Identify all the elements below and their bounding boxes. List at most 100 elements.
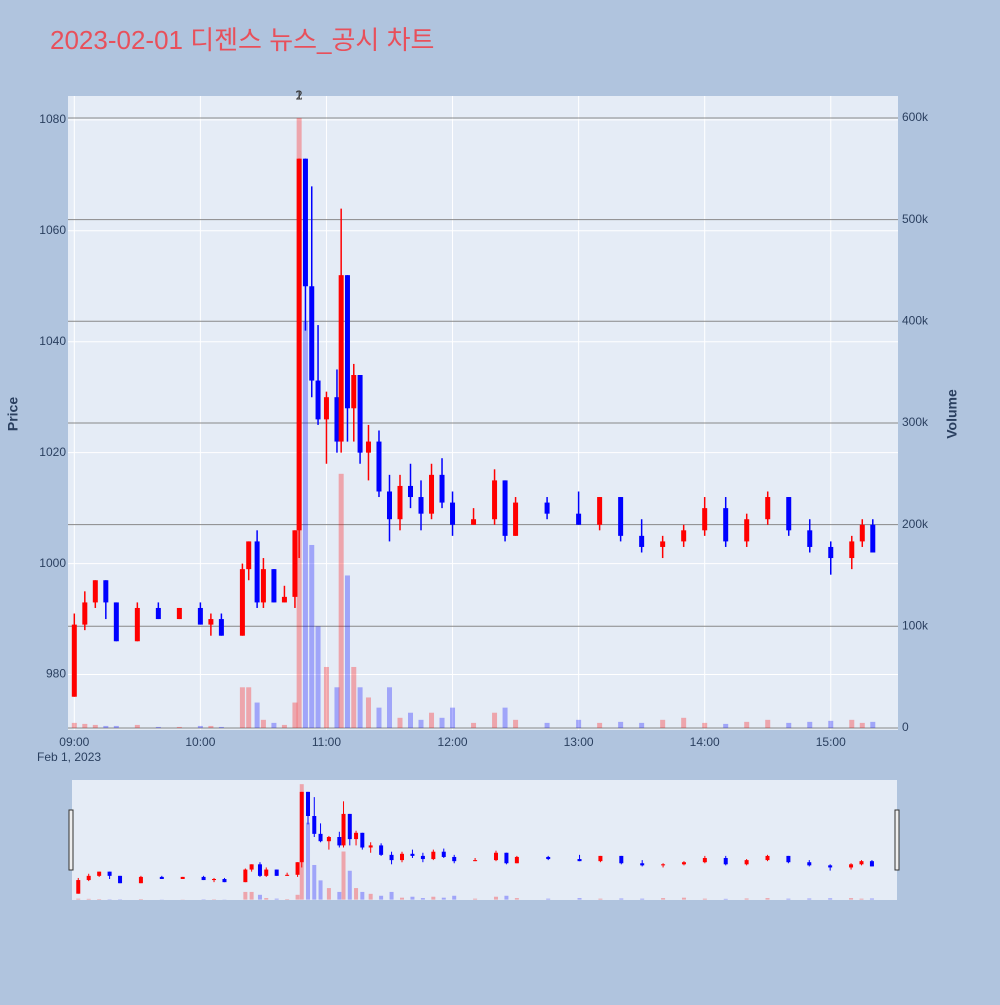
slider-volume-bar bbox=[296, 895, 300, 900]
slider-volume-bar bbox=[410, 897, 414, 900]
slider-candle-body bbox=[766, 856, 770, 860]
volume-bar bbox=[358, 687, 363, 728]
slider-volume-bar bbox=[97, 899, 101, 900]
volume-bar bbox=[398, 718, 403, 728]
volume-bar bbox=[765, 720, 770, 728]
volume-bar bbox=[198, 726, 203, 728]
slider-candle-body bbox=[703, 858, 707, 862]
candle-body bbox=[786, 497, 791, 530]
x-tick-label: 14:00 bbox=[690, 735, 720, 749]
slider-candle-body bbox=[108, 872, 112, 876]
candle-body bbox=[723, 508, 728, 541]
volume-bar bbox=[503, 708, 508, 728]
volume-bar bbox=[309, 545, 314, 728]
x-tick-label: 12:00 bbox=[438, 735, 468, 749]
slider-volume-bar bbox=[859, 899, 863, 900]
y2-axis-title: Volume bbox=[944, 389, 960, 439]
slider-volume-bar bbox=[442, 898, 446, 900]
candle-body bbox=[345, 275, 350, 408]
volume-bar bbox=[261, 720, 266, 728]
slider-volume-bar bbox=[306, 823, 310, 900]
slider-handle[interactable] bbox=[895, 810, 899, 870]
candle-body bbox=[849, 541, 854, 558]
slider-volume-bar bbox=[682, 898, 686, 900]
candle-body bbox=[324, 397, 329, 419]
slider-volume-bar bbox=[640, 899, 644, 900]
volume-bar bbox=[387, 687, 392, 728]
candle-body bbox=[513, 503, 518, 536]
slider-volume-bar bbox=[724, 899, 728, 900]
slider-candle-body bbox=[348, 814, 352, 839]
slider-volume-bar bbox=[337, 892, 341, 900]
slider-candle-body bbox=[400, 854, 404, 860]
slider-volume-bar bbox=[619, 898, 623, 899]
volume-bar bbox=[870, 722, 875, 728]
candle-body bbox=[351, 375, 356, 408]
volume-bar bbox=[103, 726, 108, 728]
slider-candle-body bbox=[724, 858, 728, 864]
candle-body bbox=[366, 442, 371, 453]
slider-candle-body bbox=[661, 864, 665, 865]
y2-tick-label: 0 bbox=[902, 720, 909, 734]
volume-bar bbox=[723, 724, 728, 728]
slider-candle-body bbox=[306, 792, 310, 816]
slider-candle-body bbox=[222, 879, 226, 882]
slider-volume-bar bbox=[250, 892, 254, 900]
slider-volume-bar bbox=[703, 899, 707, 900]
slider-candle-body bbox=[473, 860, 477, 861]
volume-bar bbox=[429, 713, 434, 728]
candle-body bbox=[135, 608, 140, 641]
annotation: 2 bbox=[295, 89, 303, 103]
candle-body bbox=[219, 619, 224, 636]
slider-volume-bar bbox=[327, 888, 331, 900]
slider-candle-body bbox=[870, 861, 874, 866]
slider-candle-body bbox=[619, 856, 623, 863]
slider-candle-body bbox=[87, 876, 91, 880]
candle-body bbox=[807, 530, 812, 547]
slider-volume-bar bbox=[348, 871, 352, 900]
slider-candle-body bbox=[212, 879, 216, 880]
slider-volume-bar bbox=[342, 852, 346, 900]
slider-volume-bar bbox=[504, 896, 508, 900]
candle-body bbox=[282, 597, 287, 603]
y-axis-title: Price bbox=[5, 397, 21, 431]
slider-volume-bar bbox=[319, 880, 323, 899]
candle-body bbox=[339, 275, 344, 441]
slider-candle-body bbox=[354, 833, 358, 839]
slider-candle-body bbox=[578, 859, 582, 861]
slider-candle-body bbox=[160, 877, 164, 879]
volume-bar bbox=[419, 720, 424, 728]
volume-bar bbox=[376, 708, 381, 728]
slider-candle-body bbox=[442, 852, 446, 857]
slider-handle[interactable] bbox=[69, 810, 73, 870]
candle-body bbox=[93, 580, 98, 602]
volume-bar bbox=[345, 575, 350, 728]
slider-volume-bar bbox=[473, 899, 477, 900]
slider-candle-body bbox=[296, 862, 300, 875]
volume-bar bbox=[135, 725, 140, 728]
volume-bar bbox=[255, 703, 260, 728]
candle-body bbox=[545, 503, 550, 514]
slider-candle-body bbox=[181, 877, 185, 879]
candle-body bbox=[198, 608, 203, 625]
slider-candle-body bbox=[243, 870, 247, 883]
candle-body bbox=[503, 480, 508, 535]
x-tick-label: 11:00 bbox=[312, 735, 341, 749]
volume-bar bbox=[282, 725, 287, 728]
slider-volume-bar bbox=[264, 898, 268, 900]
slider-volume-bar bbox=[828, 898, 832, 899]
volume-bar bbox=[702, 723, 707, 728]
volume-bar bbox=[471, 723, 476, 728]
slider-volume-bar bbox=[431, 897, 435, 900]
candle-body bbox=[419, 497, 424, 514]
slider-candle-body bbox=[494, 853, 498, 860]
range-slider[interactable] bbox=[72, 780, 897, 900]
y-tick-label: 1000 bbox=[39, 556, 66, 570]
slider-candle-body bbox=[300, 792, 304, 862]
slider-candle-body bbox=[515, 857, 519, 863]
candle-body bbox=[450, 503, 455, 525]
slider-candle-body bbox=[786, 856, 790, 862]
slider-volume-bar bbox=[421, 898, 425, 900]
candle-body bbox=[681, 530, 686, 541]
